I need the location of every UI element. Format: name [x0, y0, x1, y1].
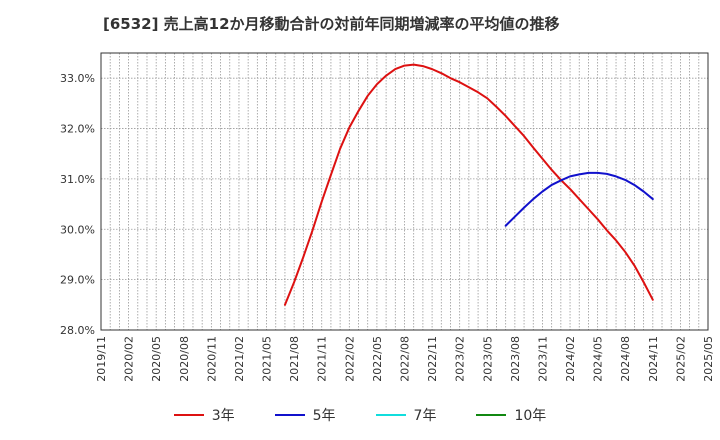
- x-tick-label: 2022/11: [426, 336, 439, 382]
- x-tick-label: 2019/11: [95, 336, 108, 382]
- y-tick-label: 32.0%: [60, 123, 95, 136]
- legend-item: 10年: [476, 405, 546, 425]
- x-tick-label: 2023/05: [481, 336, 494, 382]
- series-lines: [283, 63, 654, 306]
- legend: 3年 5年 7年 10年: [0, 403, 720, 427]
- x-tick-label: 2024/05: [592, 336, 605, 382]
- legend-label: 5年: [312, 408, 336, 424]
- y-tick-label: 28.0%: [60, 324, 95, 337]
- plot-frame: [100, 52, 709, 331]
- x-tick-label: 2025/05: [702, 336, 715, 382]
- chart-title: [6532] 売上高12か月移動合計の対前年同期増減率の平均値の推移: [103, 15, 560, 33]
- x-tick-label: 2024/08: [619, 336, 632, 382]
- x-tick-label: 2020/11: [205, 336, 218, 382]
- x-tick-label: 2022/08: [399, 336, 412, 382]
- y-tick-label: 29.0%: [60, 274, 95, 287]
- x-tick-label: 2021/08: [288, 336, 301, 382]
- y-tick-label: 31.0%: [60, 173, 95, 186]
- x-tick-label: 2021/05: [261, 336, 274, 382]
- legend-swatch: [274, 414, 305, 416]
- y-tick-label: 33.0%: [60, 72, 95, 85]
- y-tick-label: 30.0%: [60, 223, 95, 236]
- legend-swatch: [375, 414, 406, 416]
- legend-item: 7年: [375, 405, 437, 425]
- legend-item: 5年: [274, 405, 336, 425]
- legend-swatch: [476, 414, 507, 416]
- legend-label: 7年: [413, 408, 437, 424]
- legend-item: 3年: [173, 405, 235, 425]
- x-tick-label: 2020/08: [178, 336, 191, 382]
- x-tick-label: 2021/11: [316, 336, 329, 382]
- grid-lines: [101, 53, 708, 331]
- x-tick-label: 2021/02: [233, 336, 246, 382]
- x-tick-label: 2022/05: [371, 336, 384, 382]
- x-tick-label: 2020/05: [150, 336, 163, 382]
- x-tick-label: 2024/02: [564, 336, 577, 382]
- x-tick-label: 2023/11: [536, 336, 549, 382]
- y-axis-ticks: 28.0% 29.0% 30.0% 31.0% 32.0% 33.0%: [60, 72, 95, 337]
- legend-label: 10年: [514, 408, 547, 424]
- x-tick-label: 2020/02: [123, 336, 136, 382]
- x-tick-label: 2024/11: [647, 336, 660, 382]
- legend-label: 3年: [211, 408, 235, 424]
- series-line-3年: [283, 63, 654, 306]
- legend-swatch: [173, 414, 204, 416]
- x-axis-ticks: 2019/11 2020/02 2020/05 2020/08 2020/11 2021/…: [95, 336, 715, 382]
- x-tick-label: 2025/02: [674, 336, 687, 382]
- series-line-5年: [504, 171, 654, 227]
- x-tick-label: 2023/08: [509, 336, 522, 382]
- x-tick-label: 2022/02: [343, 336, 356, 382]
- x-tick-label: 2023/02: [454, 336, 467, 382]
